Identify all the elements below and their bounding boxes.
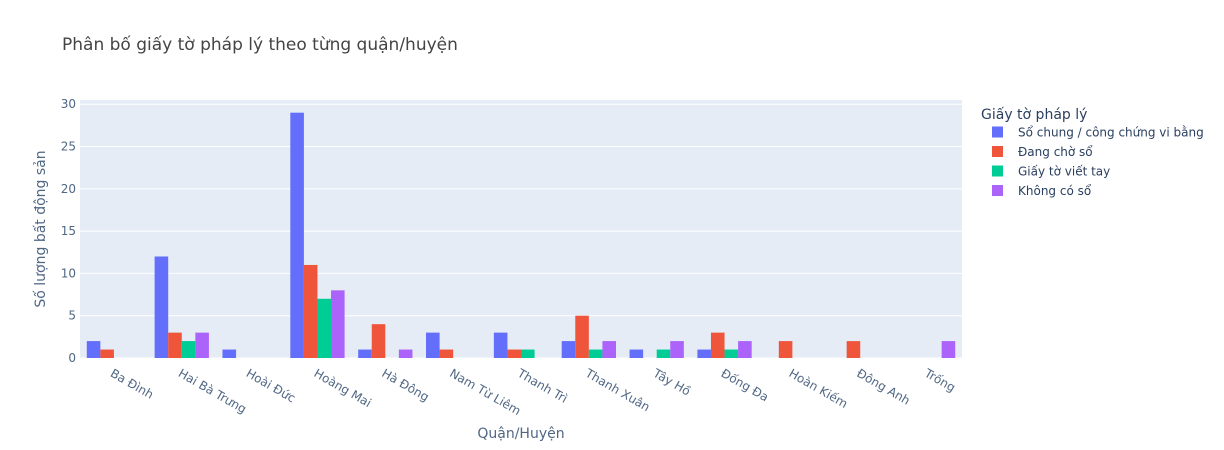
y-tick-label: 5 bbox=[68, 309, 76, 323]
bar bbox=[846, 341, 861, 358]
x-tick-label: Hoàng Mai bbox=[312, 366, 374, 410]
y-tick-label: 10 bbox=[61, 266, 76, 280]
y-tick-label: 0 bbox=[68, 351, 76, 365]
legend-title: Giấy tờ pháp lý bbox=[981, 107, 1087, 123]
y-tick-label: 30 bbox=[61, 97, 76, 111]
legend-swatch bbox=[992, 165, 1003, 177]
bar bbox=[100, 349, 114, 358]
bar bbox=[521, 349, 535, 358]
bar bbox=[697, 349, 711, 358]
legend-swatch bbox=[992, 146, 1003, 157]
bar bbox=[941, 341, 956, 358]
x-tick-label: Nam Từ Liêm bbox=[447, 366, 523, 418]
bar bbox=[398, 349, 413, 358]
bar bbox=[778, 341, 793, 358]
y-axis-title: Số lượng bất động sản bbox=[32, 150, 49, 307]
x-tick-label: Hà Đông bbox=[379, 366, 431, 404]
bar bbox=[724, 349, 739, 358]
bar bbox=[561, 341, 576, 358]
bar bbox=[588, 349, 603, 358]
bar bbox=[331, 290, 345, 358]
legend-swatch bbox=[992, 185, 1003, 196]
bar bbox=[656, 349, 671, 358]
bar bbox=[222, 349, 237, 358]
bar bbox=[290, 112, 304, 358]
bar bbox=[371, 324, 386, 358]
gridlines bbox=[80, 103, 962, 359]
bar bbox=[317, 298, 332, 358]
x-tick-label: Hoài Đức bbox=[244, 366, 298, 405]
x-tick-label: Hoàn Kiếm bbox=[786, 366, 850, 411]
bar bbox=[426, 332, 440, 358]
bar bbox=[602, 341, 616, 358]
legend-swatch bbox=[992, 126, 1003, 138]
bar bbox=[303, 264, 318, 358]
bar bbox=[358, 349, 372, 358]
x-tick-label: Ba Đình bbox=[108, 366, 156, 402]
x-tick-label: Thanh Trì bbox=[514, 366, 570, 406]
bar bbox=[507, 349, 521, 358]
y-tick-label: 25 bbox=[61, 140, 76, 154]
bar bbox=[738, 341, 752, 358]
legend-item-label: Sổ chung / công chứng vi bằng bbox=[1018, 126, 1204, 140]
y-tick-label: 20 bbox=[61, 182, 76, 196]
bar bbox=[710, 332, 725, 358]
chart-title: Phân bố giấy tờ pháp lý theo từng quận/h… bbox=[62, 34, 458, 55]
plot-area bbox=[80, 100, 962, 358]
bar bbox=[493, 332, 508, 358]
legend-item-label: Đang chờ sổ bbox=[1018, 145, 1093, 159]
bar bbox=[670, 341, 684, 358]
bar bbox=[439, 349, 454, 358]
bar bbox=[575, 315, 589, 358]
bars bbox=[86, 112, 956, 358]
legend-item-label: Không có sổ bbox=[1018, 184, 1092, 198]
legend-item-label: Giấy tờ viết tay bbox=[1018, 165, 1110, 179]
bar bbox=[168, 332, 182, 358]
y-tick-label: 15 bbox=[61, 224, 76, 238]
x-axis-title: Quận/Huyện bbox=[477, 426, 564, 442]
x-tick-label: Tây Hồ bbox=[650, 366, 693, 399]
x-tick-label: Đông Anh bbox=[854, 366, 912, 408]
bar bbox=[181, 341, 196, 358]
bar bbox=[629, 349, 644, 358]
x-tick-label: Trống bbox=[921, 366, 958, 395]
bar bbox=[86, 341, 101, 358]
y-axis-ticks: 0 5 10 15 20 25 30 bbox=[61, 97, 76, 365]
bar bbox=[195, 332, 209, 358]
legend: Giấy tờ pháp lý Sổ chung / công chứng vi… bbox=[981, 107, 1204, 198]
x-tick-label: Thanh Xuân bbox=[582, 366, 652, 415]
bar bbox=[154, 256, 169, 358]
x-tick-label: Hai Bà Trưng bbox=[176, 366, 249, 416]
x-tick-label: Đống Đa bbox=[719, 366, 771, 404]
